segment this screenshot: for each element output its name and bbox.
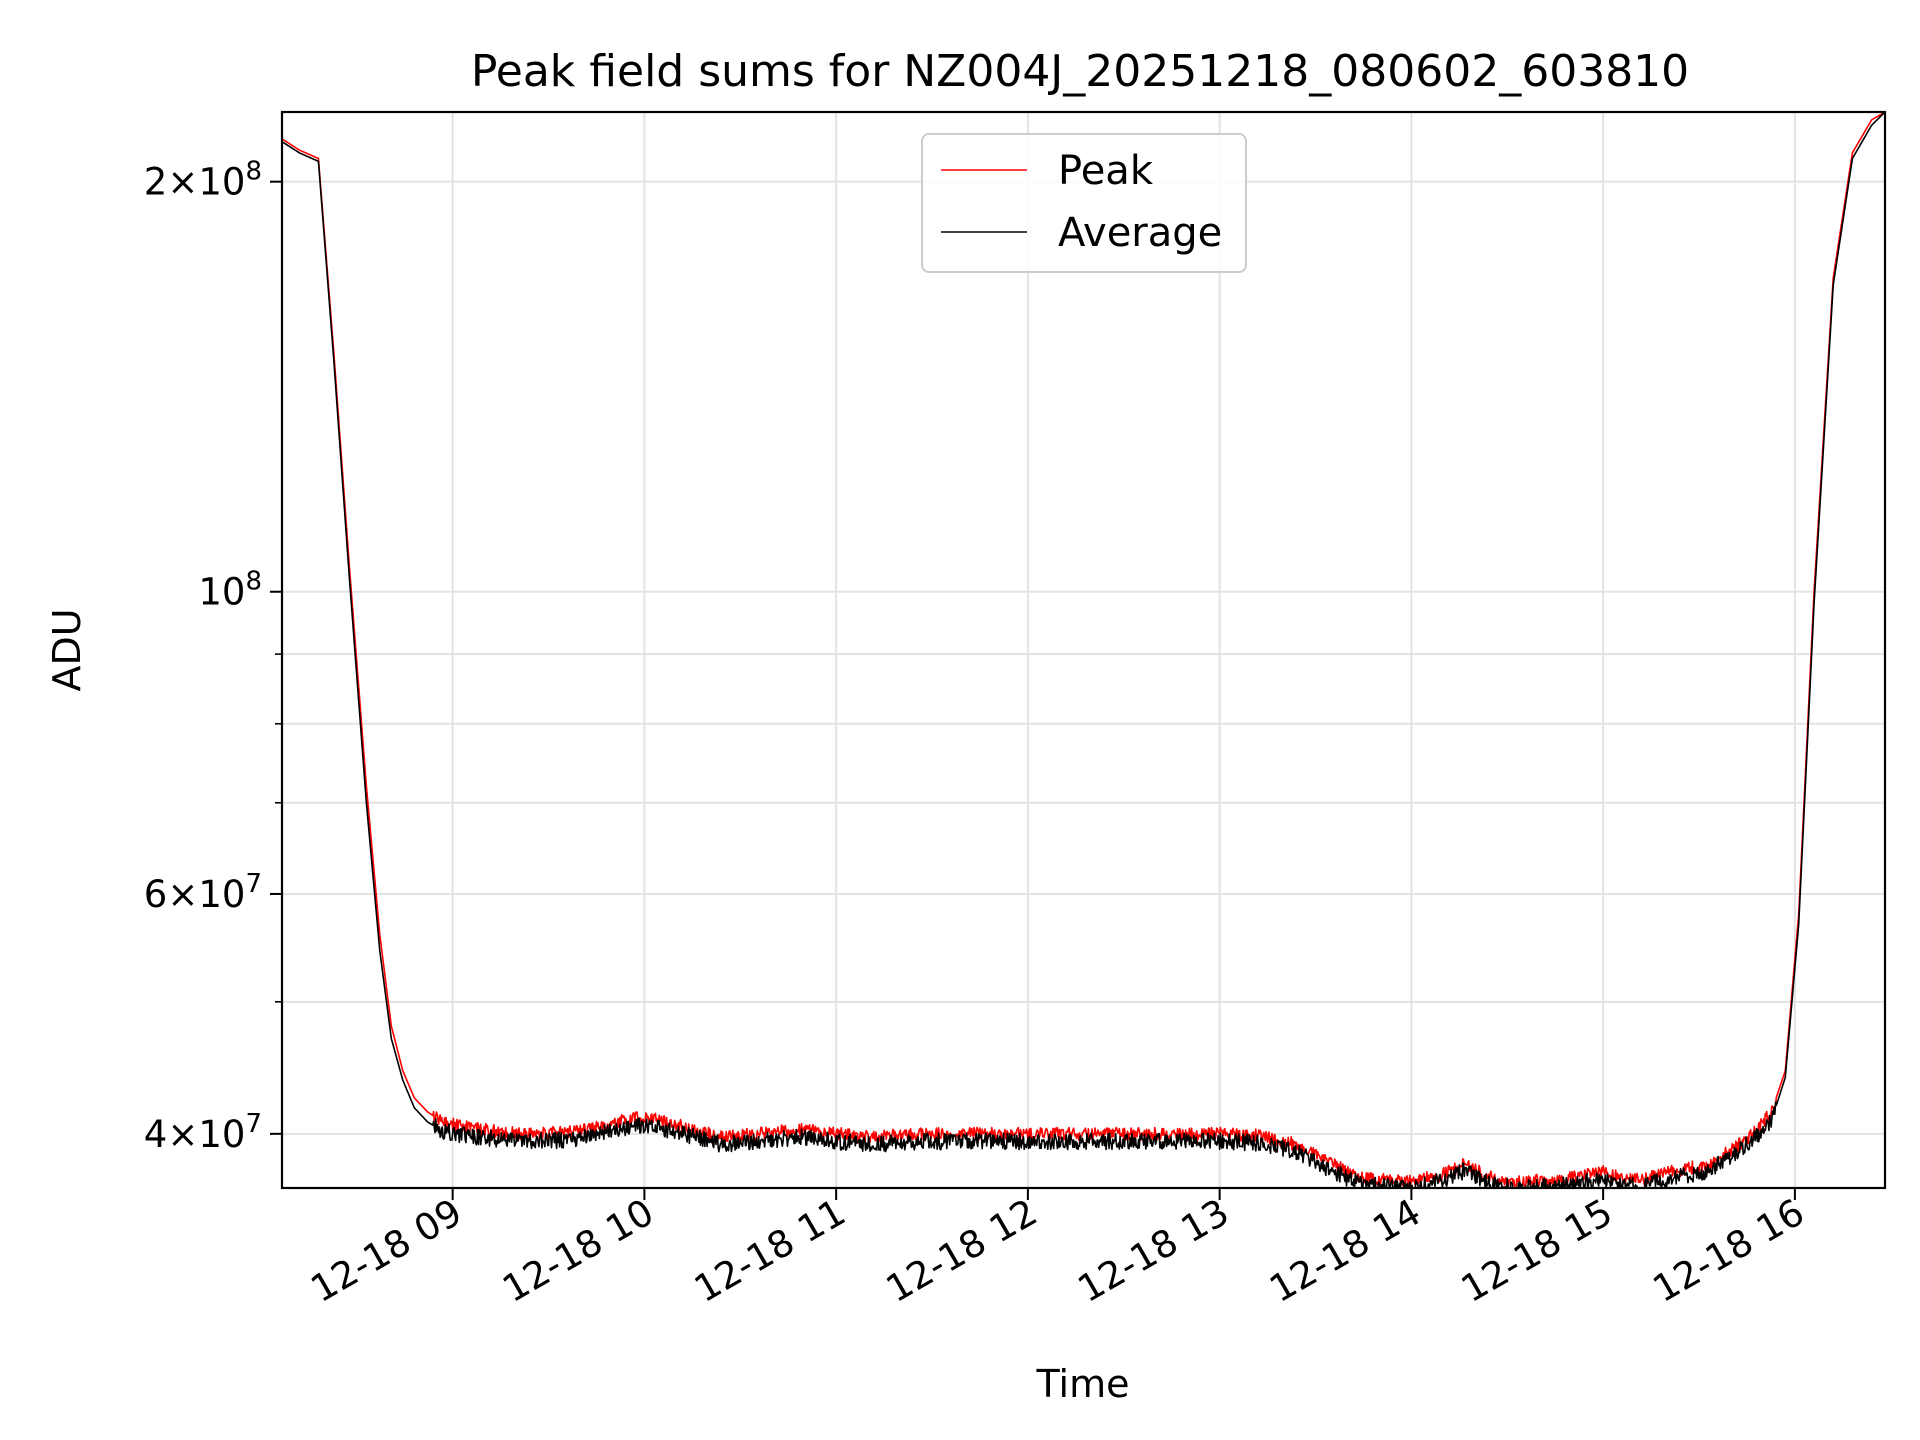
y-tick-exponent: 7 xyxy=(245,1109,262,1139)
y-tick-mantissa: 6 xyxy=(144,873,168,916)
y-tick-exponent: 8 xyxy=(245,567,262,597)
plot-area-frame xyxy=(280,110,1887,1190)
y-tick-mantissa: 2 xyxy=(144,161,168,204)
y-tick-label: 6×107 xyxy=(144,869,262,916)
y-axis: 4×107 6×107 108 2×108 xyxy=(144,157,282,1156)
legend-frame xyxy=(921,133,1247,273)
x-axis-label: Time xyxy=(1036,1362,1130,1406)
grid-lines xyxy=(282,112,1885,1188)
y-axis-label: ADU xyxy=(45,608,89,691)
y-tick-label: 108 xyxy=(198,567,262,614)
y-tick-label: 4×107 xyxy=(144,1109,262,1156)
y-tick-label: 2×108 xyxy=(144,157,262,204)
chart-title: Peak field sums for NZ004J_20251218_0806… xyxy=(471,46,1689,97)
y-tick-exponent: 7 xyxy=(245,869,262,899)
legend-peak-label: Peak xyxy=(1058,148,1154,194)
legend: Peak Average xyxy=(921,133,1247,273)
y-tick-mantissa: 4 xyxy=(144,1113,168,1156)
y-tick-exponent: 8 xyxy=(245,157,262,187)
legend-average-label: Average xyxy=(1058,210,1222,256)
